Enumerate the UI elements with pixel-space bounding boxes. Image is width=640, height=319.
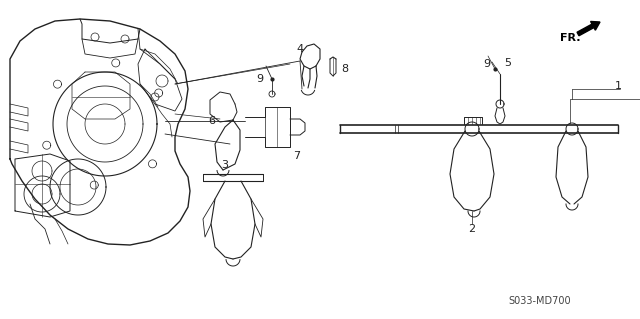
Text: 1: 1 bbox=[614, 81, 621, 91]
FancyArrow shape bbox=[577, 21, 600, 36]
Text: 9: 9 bbox=[257, 74, 264, 84]
Text: 4: 4 bbox=[296, 44, 303, 54]
Text: 2: 2 bbox=[468, 224, 476, 234]
Text: 8: 8 bbox=[341, 64, 349, 74]
Text: 5: 5 bbox=[504, 58, 511, 68]
Text: FR.: FR. bbox=[560, 33, 580, 43]
Text: 6: 6 bbox=[209, 116, 216, 126]
Text: S033-MD700: S033-MD700 bbox=[509, 296, 572, 306]
Text: 7: 7 bbox=[293, 151, 301, 161]
Text: 9: 9 bbox=[483, 59, 491, 69]
Text: 3: 3 bbox=[221, 160, 228, 170]
